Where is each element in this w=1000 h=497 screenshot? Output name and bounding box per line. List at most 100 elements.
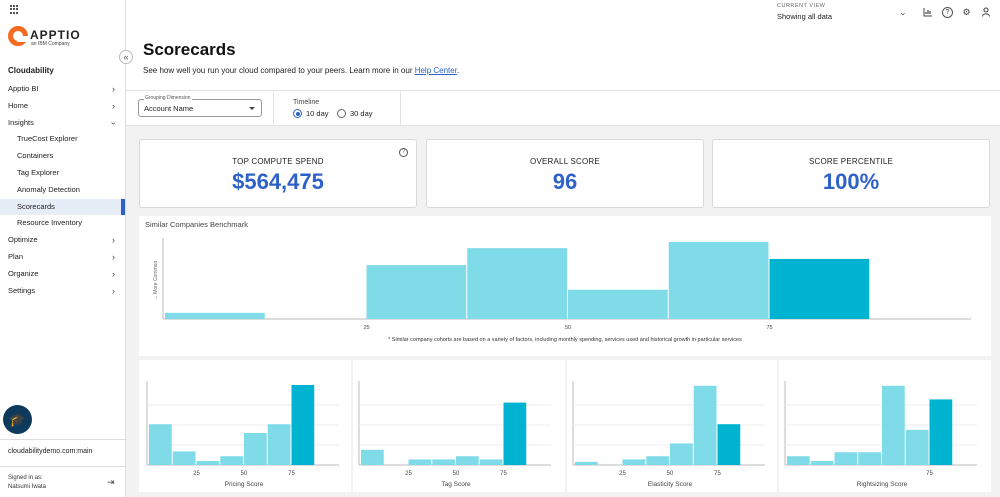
y-axis-label: → More Common <box>153 261 159 301</box>
histogram-bar <box>787 456 810 465</box>
histogram-bar <box>929 399 953 465</box>
histogram-bar <box>165 312 265 319</box>
histogram-bar <box>575 461 598 465</box>
sidebar-divider <box>0 466 125 467</box>
sidebar-item-optimize[interactable]: Optimize › <box>0 232 125 249</box>
x-tick-label: 25 <box>193 471 200 477</box>
score-percentile-card: SCORE PERCENTILE 100% <box>712 139 990 208</box>
timeline-label: Timeline <box>293 99 320 106</box>
user-icon[interactable] <box>980 7 991 18</box>
chevron-right-icon: › <box>112 235 115 246</box>
logout-icon[interactable]: ⇥ <box>107 477 115 487</box>
histogram-bar <box>432 459 455 465</box>
histogram-bar <box>172 451 196 465</box>
page-header: Scorecards See how well you run your clo… <box>126 0 1000 90</box>
sidebar-item-label: TrueCost Explorer <box>17 134 78 144</box>
histogram-bar <box>882 385 905 465</box>
card-label: SCORE PERCENTILE <box>808 157 894 166</box>
sidebar-item-label: Organize <box>8 268 39 278</box>
description-text: See how well you run your cloud compared… <box>143 66 415 75</box>
histogram-bar <box>467 248 567 319</box>
histogram-bar <box>622 459 646 465</box>
sidebar-item-label: Home <box>8 100 29 110</box>
timeline-30-day-radio[interactable]: 30 day <box>337 109 373 119</box>
histogram-bar <box>267 424 291 465</box>
sidebar-item-home[interactable]: Home › <box>0 98 125 115</box>
gear-icon[interactable]: ⚙ <box>962 7 971 17</box>
histogram-bar <box>769 258 870 319</box>
sidebar-item-scorecards[interactable]: Scorecards <box>0 198 125 216</box>
x-axis-label: Tag Score <box>441 481 471 488</box>
help-icon[interactable]: ? <box>942 7 953 18</box>
histogram-bar <box>196 461 220 465</box>
grouping-dimension-label: Grouping Dimension <box>144 95 192 101</box>
timeline-10-day-radio[interactable]: 10 day <box>293 109 329 119</box>
benchmark-chart: Similar Companies Benchmark 25 50 75 → More… <box>139 216 991 356</box>
overall-score-card: OVERALL SCORE 96 <box>426 139 704 208</box>
sidebar-item-label: Plan <box>8 251 24 261</box>
current-view-value[interactable]: Showing all data <box>777 12 833 21</box>
sidebar-item-apptio-bi[interactable]: Apptio BI › <box>0 81 125 98</box>
histogram-bar <box>291 385 315 465</box>
x-tick-label: 75 <box>766 325 772 331</box>
signed-in-label: Signed in as: <box>8 475 43 481</box>
page-description: See how well you run your cloud compared… <box>143 66 459 75</box>
sidebar: APPTIO an IBM Company Cloudability Appti… <box>0 0 126 497</box>
histogram-bar <box>456 456 479 465</box>
sidebar-item-resource-inventory[interactable]: Resource Inventory <box>0 215 125 232</box>
chevron-right-icon: › <box>112 285 115 296</box>
histogram-bar <box>479 459 503 465</box>
sidebar-item-plan[interactable]: Plan › <box>0 249 125 266</box>
sidebar-item-organize[interactable]: Organize › <box>0 266 125 283</box>
sidebar-item-label: Resource Inventory <box>17 218 83 228</box>
grouping-dimension-select[interactable]: Grouping Dimension Account Name <box>138 95 262 117</box>
histogram-bar <box>717 424 741 465</box>
histogram-bar <box>220 456 243 465</box>
sidebar-item-label: Settings <box>8 285 36 295</box>
app-grid-icon[interactable] <box>10 5 19 14</box>
sidebar-item-label: Insights <box>8 117 34 127</box>
sidebar-item-label: Anomaly Detection <box>17 184 80 194</box>
card-value: 96 <box>552 169 578 194</box>
histogram-bar <box>670 443 693 465</box>
question-icon[interactable]: ? <box>399 148 408 157</box>
chevron-right-icon: › <box>112 268 115 279</box>
rightsizing-score-chart: 75 Rightsizing Score <box>779 360 991 492</box>
sidebar-item-truecost-explorer[interactable]: TrueCost Explorer <box>0 131 125 148</box>
chevron-down-icon[interactable]: › <box>898 12 909 16</box>
sidebar-item-settings[interactable]: Settings › <box>0 283 125 300</box>
x-tick-label: 25 <box>405 471 412 477</box>
help-center-link[interactable]: Help Center <box>414 66 457 75</box>
histogram-bar <box>693 385 717 465</box>
grouping-dimension-value: Account Name <box>144 104 194 113</box>
apptio-logo[interactable]: APPTIO an IBM Company <box>8 26 90 48</box>
x-axis-label: Pricing Score <box>225 481 264 488</box>
filter-divider <box>400 91 401 126</box>
histogram-bar <box>408 459 432 465</box>
pricing-score-chart: 25 50 75 Pricing Score <box>139 360 351 492</box>
sidebar-item-label: Containers <box>17 151 54 161</box>
histogram-bar <box>646 456 669 465</box>
sidebar-item-containers[interactable]: Containers <box>0 148 125 165</box>
learning-hat-icon[interactable]: 🎓 <box>3 405 32 434</box>
sidebar-item-tag-explorer[interactable]: Tag Explorer <box>0 165 125 182</box>
description-end: . <box>456 66 460 75</box>
histogram-bar <box>858 452 881 465</box>
card-value: 100% <box>822 169 880 194</box>
collapse-sidebar-button[interactable]: « <box>119 50 133 64</box>
org-name: cloudabilitydemo.com:main <box>8 448 93 455</box>
chevron-right-icon: › <box>112 84 115 94</box>
reports-chart-icon[interactable] <box>922 7 933 18</box>
sidebar-item-label: Tag Explorer <box>17 167 60 177</box>
chevron-right-icon: › <box>112 251 115 262</box>
x-tick-label: 25 <box>363 325 369 331</box>
x-tick-label: 75 <box>926 471 933 477</box>
histogram-bar <box>366 265 467 319</box>
card-label: OVERALL SCORE <box>530 157 600 166</box>
sidebar-item-anomaly-detection[interactable]: Anomaly Detection <box>0 182 125 199</box>
sidebar-item-insights[interactable]: Insights › <box>0 115 125 132</box>
histogram-bar <box>834 452 858 465</box>
card-value: $564,475 <box>232 169 324 194</box>
histogram-bar <box>503 402 527 465</box>
tag-score-chart: 25 50 75 Tag Score <box>353 360 565 492</box>
